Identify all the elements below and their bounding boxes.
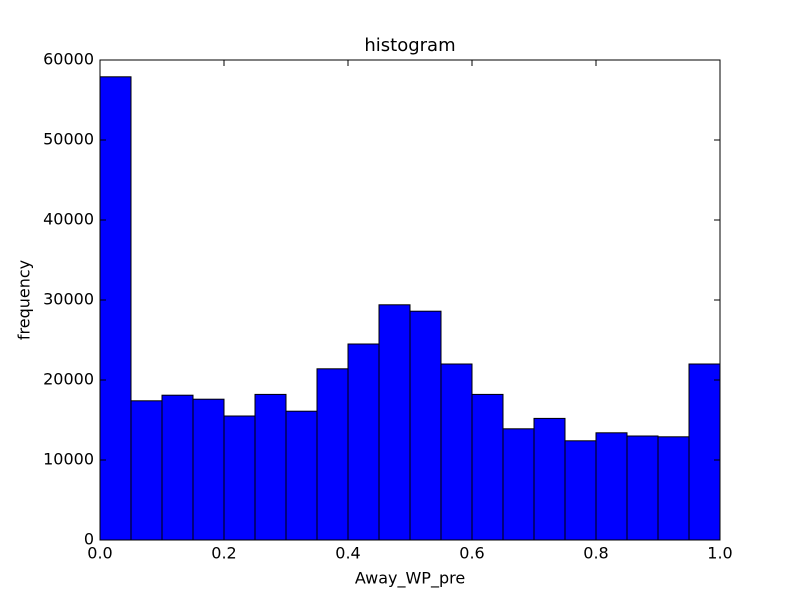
x-tick-label: 0.8 [583,544,608,563]
x-tick-label: 0.4 [335,544,360,563]
x-tick-label: 0.2 [211,544,236,563]
bar [502,428,535,541]
y-tick-label: 10000 [43,450,94,469]
y-tick-label: 60000 [43,50,94,69]
bar [440,363,473,541]
x-tick-label: 0.6 [459,544,484,563]
bar [471,393,504,541]
x-tick-label: 1.0 [707,544,732,563]
bar [347,343,380,541]
y-tick-label: 30000 [43,290,94,309]
bar [316,368,349,541]
x-axis-label: Away_WP_pre [355,569,465,589]
y-tick-label: 50000 [43,130,94,149]
bar [378,304,411,541]
bar [688,363,721,541]
bar [161,394,194,541]
y-tick-label: 40000 [43,210,94,229]
bar [254,393,287,541]
y-axis-label: frequency [15,260,34,340]
bar [533,417,566,541]
bar [99,76,132,541]
chart-title: histogram [364,35,455,56]
y-tick-label: 20000 [43,370,94,389]
bar [192,398,225,541]
bar [285,410,318,541]
bar [595,432,628,541]
y-tick-label: 0 [84,530,94,549]
x-tick-label: 0.0 [87,544,112,563]
bar [564,440,597,541]
bar [409,310,442,541]
bar [657,436,690,541]
bar [130,400,163,541]
bar [626,435,659,541]
bar [223,415,256,541]
